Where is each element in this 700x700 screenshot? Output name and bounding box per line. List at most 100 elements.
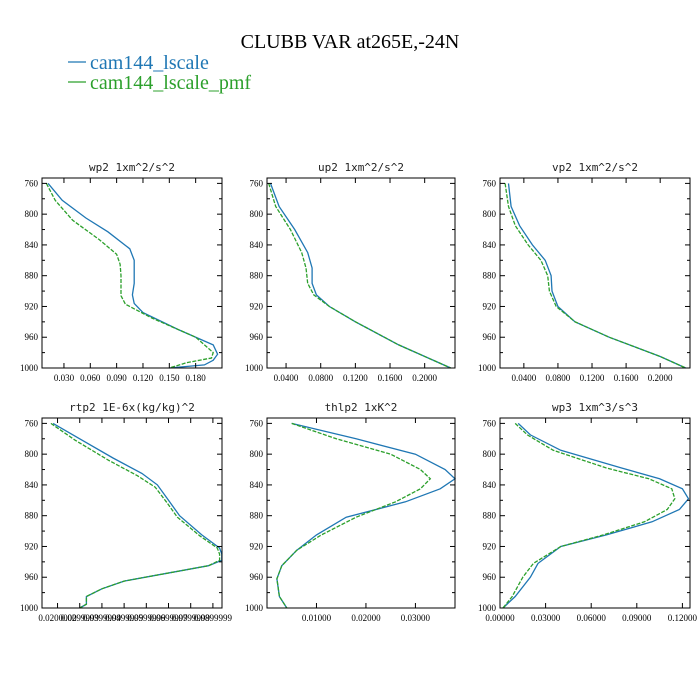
series-line-lscale-pmf	[50, 422, 221, 609]
y-tick-label: 920	[25, 541, 39, 551]
y-tick-label: 1000	[20, 363, 39, 373]
x-tick-label: 0.09000	[622, 613, 652, 623]
x-tick-label: 0.1200	[343, 373, 368, 383]
x-tick-label: 0.0200000	[38, 613, 77, 623]
series-line-lscale-pmf	[502, 422, 676, 609]
panel-6: wp3 1xm^3/s^3 760 800 840 880 920 960 10000.000…	[478, 401, 698, 623]
y-tick-label: 800	[483, 209, 497, 219]
series-line-lscale-pmf	[45, 183, 214, 369]
x-tick-label: 0.03000	[531, 613, 561, 623]
x-tick-label: 0.0399999	[83, 613, 122, 623]
y-tick-label: 840	[483, 240, 497, 250]
y-tick-label: 880	[250, 511, 264, 521]
series-line-lscale	[502, 422, 690, 609]
x-tick-label: 0.06000	[577, 613, 607, 623]
y-tick-label: 920	[250, 301, 264, 311]
x-tick-label: 0.0499999	[105, 613, 144, 623]
panel-title: wp3 1xm^3/s^3	[552, 401, 638, 414]
x-tick-label: 0.0799999	[172, 613, 211, 623]
panel-title: wp2 1xm^2/s^2	[89, 161, 175, 174]
y-tick-label: 880	[25, 271, 39, 281]
x-tick-label: 0.0899999	[194, 613, 233, 623]
panel-title: thlp2 1xK^2	[325, 401, 398, 414]
y-tick-label: 840	[25, 480, 39, 490]
x-tick-label: 0.090	[107, 373, 128, 383]
y-tick-label: 760	[25, 178, 39, 188]
x-tick-label: 0.150	[159, 373, 180, 383]
panel-frame	[499, 417, 691, 609]
y-tick-label: 760	[483, 178, 497, 188]
y-tick-label: 960	[25, 332, 39, 342]
panel-frame	[41, 417, 223, 609]
x-tick-label: 0.030	[54, 373, 75, 383]
panel-3: vp2 1xm^2/s^2 760 800 840 880 920 960 1000 0.040…	[478, 161, 691, 383]
x-tick-label: 0.01000	[302, 613, 332, 623]
panel-title: up2 1xm^2/s^2	[318, 161, 404, 174]
x-tick-label: 0.120	[133, 373, 154, 383]
legend-label-lscale-pmf: cam144_lscale_pmf	[90, 72, 251, 94]
y-tick-label: 960	[250, 572, 264, 582]
y-tick-label: 960	[250, 332, 264, 342]
series-line-lscale	[52, 422, 223, 609]
y-tick-label: 840	[250, 240, 264, 250]
x-tick-label: 0.180	[186, 373, 207, 383]
legend-label-lscale: cam144_lscale	[90, 52, 209, 74]
x-tick-label: 0.0599999	[127, 613, 166, 623]
series-line-lscale	[507, 183, 686, 369]
y-tick-label: 1000	[478, 603, 497, 613]
y-tick-label: 920	[483, 301, 497, 311]
y-tick-label: 840	[250, 480, 264, 490]
figure-title: CLUBB VAR at265E,-24N	[241, 31, 460, 53]
y-tick-label: 880	[250, 271, 264, 281]
panel-frame	[266, 417, 456, 609]
y-tick-label: 920	[483, 541, 497, 551]
x-tick-label: 0.0400	[274, 373, 299, 383]
x-tick-label: 0.1600	[378, 373, 403, 383]
y-tick-label: 800	[483, 449, 497, 459]
y-tick-label: 880	[25, 511, 39, 521]
x-tick-label: 0.1200	[580, 373, 605, 383]
x-tick-label: 0.02000	[351, 613, 381, 623]
series-line-lscale	[47, 182, 219, 369]
y-tick-label: 960	[483, 332, 497, 342]
y-tick-label: 1000	[20, 603, 39, 613]
series-line-lscale	[269, 183, 451, 369]
y-tick-label: 800	[25, 209, 39, 219]
panel-frame	[266, 177, 456, 369]
y-tick-label: 1000	[245, 603, 264, 613]
x-tick-label: 0.00000	[485, 613, 515, 623]
panel-2: up2 1xm^2/s^2 760 800 840 880 920 960 1000 0.040…	[245, 161, 456, 383]
panel-title: rtp2 1E-6x(kg/kg)^2	[69, 401, 195, 414]
y-tick-label: 1000	[245, 363, 264, 373]
y-tick-label: 960	[25, 572, 39, 582]
y-tick-label: 880	[483, 271, 497, 281]
y-tick-label: 840	[25, 240, 39, 250]
y-tick-label: 960	[483, 572, 497, 582]
panel-4: rtp2 1E-6x(kg/kg)^2 760 800 840 880 920 960 100…	[20, 401, 233, 623]
x-tick-label: 0.0800	[308, 373, 333, 383]
y-tick-label: 800	[250, 209, 264, 219]
y-tick-label: 1000	[478, 363, 497, 373]
series-line-lscale	[276, 422, 457, 609]
y-tick-label: 800	[250, 449, 264, 459]
panel-grid: wp2 1xm^2/s^2 760 800 840 880 920 960 1000 0.030…	[20, 161, 698, 623]
panel-1: wp2 1xm^2/s^2 760 800 840 880 920 960 1000 0.030…	[20, 161, 223, 383]
x-tick-label: 0.0800	[546, 373, 571, 383]
y-tick-label: 760	[25, 418, 39, 428]
x-tick-label: 0.12000	[668, 613, 698, 623]
x-tick-label: 0.03000	[401, 613, 431, 623]
x-tick-label: 0.1600	[614, 373, 639, 383]
y-tick-label: 760	[250, 178, 264, 188]
panel-frame	[41, 177, 223, 369]
x-tick-label: 0.060	[80, 373, 101, 383]
y-tick-label: 760	[250, 418, 264, 428]
y-tick-label: 880	[483, 511, 497, 521]
panel-title: vp2 1xm^2/s^2	[552, 161, 638, 174]
y-tick-label: 920	[250, 541, 264, 551]
series-line-lscale-pmf	[504, 183, 686, 369]
panel-5: thlp2 1xK^2 760 800 840 880 920 960 1000 0.01000…	[245, 401, 457, 623]
y-tick-label: 920	[25, 301, 39, 311]
x-tick-label: 0.2000	[648, 373, 673, 383]
y-tick-label: 800	[25, 449, 39, 459]
series-line-lscale-pmf	[276, 422, 432, 609]
